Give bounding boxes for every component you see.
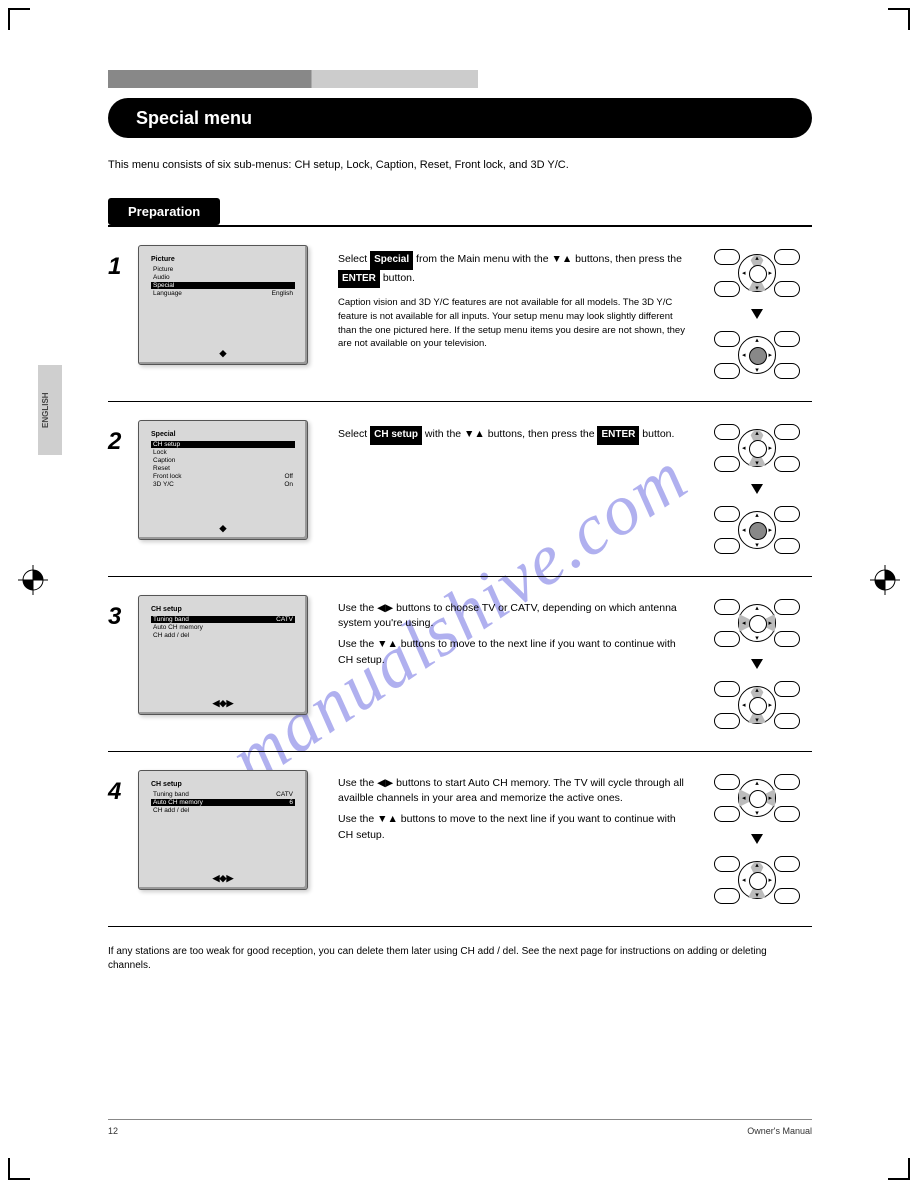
arrow-down-icon: [751, 834, 763, 844]
step-row: 1 Picture PictureAudioSpecialLanguageEng…: [108, 227, 812, 402]
page-footer: 12 Owner's Manual: [108, 1119, 812, 1136]
tv-screen-mock: Special CH setupLockCaptionResetFront lo…: [138, 420, 308, 540]
crop-mark: [888, 1178, 910, 1180]
arrow-down-icon: [751, 309, 763, 319]
registration-mark-icon: [18, 565, 48, 595]
step-row: 3 CH setup Tuning bandCATVAuto CH memory…: [108, 577, 812, 752]
crop-mark: [8, 8, 10, 30]
tv-screen-mock: CH setup Tuning bandCATVAuto CH memory6C…: [138, 770, 308, 890]
crop-mark: [888, 8, 910, 10]
remote-dpad-icon: ▴▾ ◂▸: [714, 595, 800, 651]
remote-dpad-icon: ▴▾ ◂▸: [714, 852, 800, 908]
step-note: Caption vision and 3D Y/C features are n…: [338, 296, 692, 351]
step-number: 4: [108, 770, 138, 806]
step-number: 1: [108, 245, 138, 281]
preparation-label: Preparation: [108, 198, 220, 225]
crop-mark: [8, 1178, 30, 1180]
remote-dpad-icon: ▴▾ ◂▸: [714, 327, 800, 383]
language-side-tab: ENGLISH: [38, 365, 62, 455]
remote-dpad-icon: ▴▾ ◂▸: [714, 770, 800, 826]
step-instruction-2: Use the ▼▲ buttons to move to the next l…: [338, 812, 692, 842]
crop-mark: [908, 8, 910, 30]
step-row: 4 CH setup Tuning bandCATVAuto CH memory…: [108, 752, 812, 927]
tv-screen-mock: Picture PictureAudioSpecialLanguageEngli…: [138, 245, 308, 365]
step-instruction: Use the ◀▶ buttons to start Auto CH memo…: [338, 776, 692, 806]
footer-doc-title: Owner's Manual: [747, 1126, 812, 1136]
footnote-text: If any stations are too weak for good re…: [108, 927, 812, 973]
step-instruction-2: Use the ▼▲ buttons to move to the next l…: [338, 637, 692, 667]
remote-dpad-icon: ▴▾ ◂▸: [714, 245, 800, 301]
remote-dpad-icon: ▴▾ ◂▸: [714, 420, 800, 476]
step-instruction: Use the ◀▶ buttons to choose TV or CATV,…: [338, 601, 692, 631]
preparation-tab: Preparation: [108, 198, 812, 225]
step-number: 2: [108, 420, 138, 456]
step-row: 2 Special CH setupLockCaptionResetFront …: [108, 402, 812, 577]
arrow-down-icon: [751, 659, 763, 669]
intro-text: This menu consists of six sub-menus: CH …: [108, 158, 812, 180]
page-content: Special menu This menu consists of six s…: [108, 70, 812, 973]
step-instruction: Select Special from the Main menu with t…: [338, 251, 692, 288]
page-number: 12: [108, 1126, 118, 1136]
remote-dpad-icon: ▴▾ ◂▸: [714, 677, 800, 733]
registration-mark-icon: [870, 565, 900, 595]
step-instruction: Select CH setup with the ▼▲ buttons, the…: [338, 426, 692, 445]
remote-dpad-icon: ▴▾ ◂▸: [714, 502, 800, 558]
crop-mark: [8, 1158, 10, 1180]
arrow-down-icon: [751, 484, 763, 494]
tv-screen-mock: CH setup Tuning bandCATVAuto CH memoryCH…: [138, 595, 308, 715]
step-number: 3: [108, 595, 138, 631]
crop-mark: [8, 8, 30, 10]
section-title: Special menu: [108, 98, 812, 138]
section-header-bar: [108, 70, 478, 88]
crop-mark: [908, 1158, 910, 1180]
